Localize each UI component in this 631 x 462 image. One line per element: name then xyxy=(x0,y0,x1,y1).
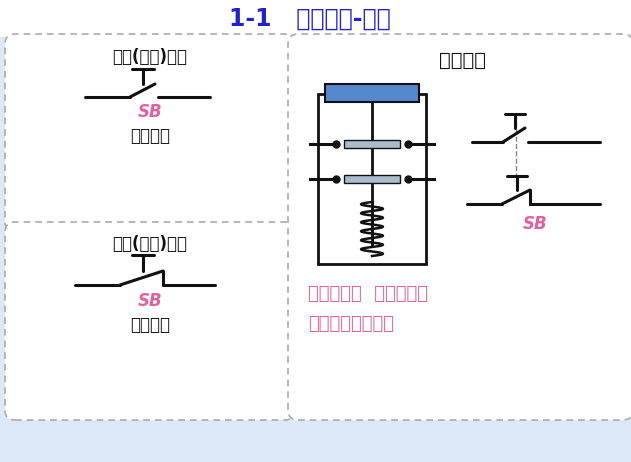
Text: SB: SB xyxy=(522,215,547,233)
Text: 1-1   控制器件-按钮: 1-1 控制器件-按钮 xyxy=(229,7,391,31)
Bar xyxy=(318,94,426,264)
FancyBboxPatch shape xyxy=(288,34,631,420)
Text: 复合按钮: 复合按钮 xyxy=(440,50,487,69)
Text: 电路符号: 电路符号 xyxy=(130,316,170,334)
Text: 常闭按钮做在一起: 常闭按钮做在一起 xyxy=(308,315,394,333)
Text: 复合按钮：  常开按钮和: 复合按钮： 常开按钮和 xyxy=(308,285,428,303)
Text: 常开(动合)按钮: 常开(动合)按钮 xyxy=(112,48,187,66)
Bar xyxy=(344,140,400,148)
FancyBboxPatch shape xyxy=(5,222,295,420)
Bar xyxy=(344,175,400,183)
Text: 电路符号: 电路符号 xyxy=(130,127,170,145)
Text: SB: SB xyxy=(138,292,162,310)
Text: SB: SB xyxy=(138,103,162,121)
Bar xyxy=(325,84,419,102)
Text: 常闭(动断)按钮: 常闭(动断)按钮 xyxy=(112,235,187,253)
FancyBboxPatch shape xyxy=(5,34,295,232)
Bar xyxy=(0,0,631,37)
